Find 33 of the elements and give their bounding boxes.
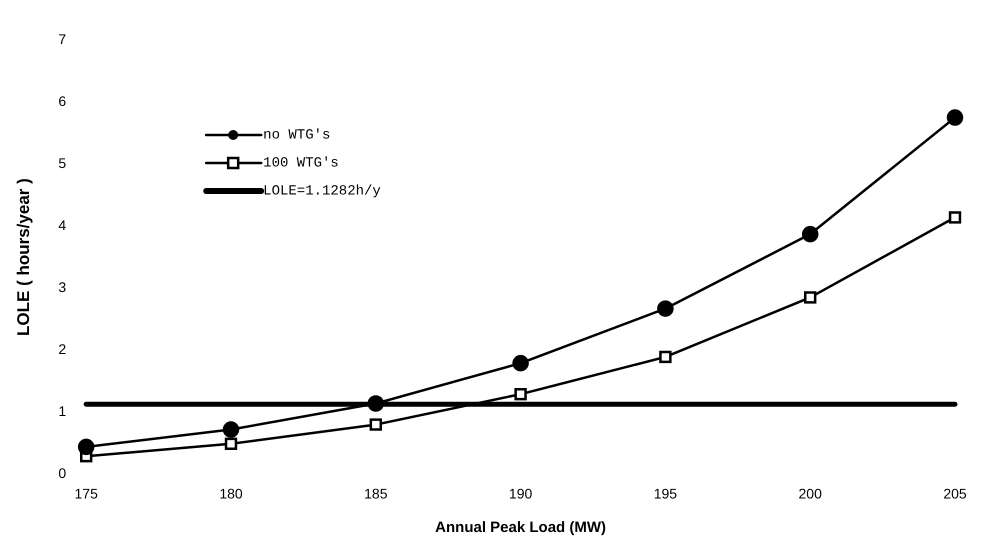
legend-label: 100 WTG's — [263, 156, 339, 172]
point — [78, 438, 94, 456]
point — [370, 418, 382, 431]
point — [512, 354, 529, 372]
legend-label: no WTG's — [263, 128, 330, 144]
point — [222, 421, 240, 438]
point — [224, 438, 238, 450]
point — [514, 388, 527, 400]
y-tick-label: 5 — [58, 154, 66, 171]
y-tick-label: 4 — [58, 216, 66, 233]
point — [802, 226, 818, 242]
y-tick-label: 1 — [58, 403, 66, 420]
point — [657, 300, 674, 317]
x-tick-label: 195 — [654, 485, 678, 502]
x-tick-label: 190 — [508, 485, 532, 502]
point — [804, 291, 816, 304]
x-tick-label: 205 — [943, 485, 967, 502]
x-tick-label: 175 — [74, 485, 98, 502]
y-tick-label: 3 — [58, 278, 66, 295]
point — [368, 395, 384, 412]
x-tick-label: 200 — [798, 485, 822, 502]
point — [948, 211, 962, 224]
point — [946, 109, 964, 126]
x-axis-title: Annual Peak Load (MW) — [435, 519, 606, 536]
y-axis-title: LOLE ( hours/year ) — [14, 178, 33, 336]
y-tick-label: 7 — [58, 30, 66, 47]
legend-label: LOLE=1.1282h/y — [263, 184, 381, 200]
x-tick-label: 180 — [219, 485, 243, 502]
point — [659, 350, 672, 364]
y-tick-label: 0 — [58, 465, 66, 482]
x-tick-label: 185 — [364, 485, 388, 502]
y-tick-label: 6 — [58, 92, 66, 109]
y-tick-label: 2 — [58, 341, 66, 357]
